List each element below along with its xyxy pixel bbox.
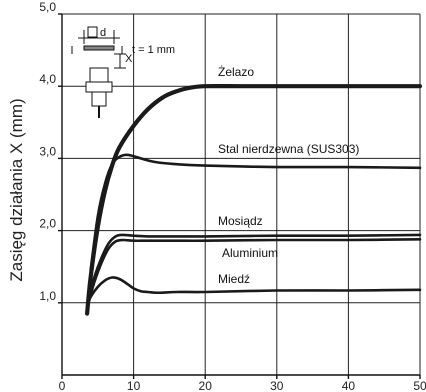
series-line-3	[87, 233, 422, 301]
x-tick-label: 30	[270, 379, 284, 392]
sensor-head	[89, 67, 109, 83]
x-tick-label: 0	[59, 379, 66, 392]
series-line-5	[85, 276, 422, 308]
x-tick-label: 20	[199, 379, 213, 392]
target-square-icon	[87, 26, 98, 38]
target-plate	[83, 45, 115, 51]
label-stal: Stal nierdzewna (SUS303)	[218, 142, 359, 156]
y-tick-label: 5,0	[39, 0, 56, 14]
y-tick-label: 2,0	[39, 217, 56, 231]
label-zelazo: Żelazo	[218, 65, 254, 79]
series-line-4	[87, 238, 422, 305]
x-tick-label: 40	[342, 379, 356, 392]
sensor-nut	[85, 81, 113, 93]
inset-label-t: t = 1 mm	[132, 44, 175, 56]
series-line-2	[89, 153, 422, 272]
curves	[85, 84, 423, 316]
axes	[58, 13, 421, 379]
x-tick-label: 10	[127, 379, 141, 392]
label-mosiadz: Mosiądz	[218, 214, 263, 228]
y-axis-label: Zasięg działania X (mm)	[7, 98, 26, 281]
label-miedz: Miedź	[218, 272, 250, 286]
inset-label-x: X	[125, 53, 133, 65]
y-tick-label: 3,0	[39, 144, 56, 158]
sensor-body	[91, 91, 107, 107]
y-tick-label: 4,0	[39, 72, 56, 86]
x-tick-label: 50	[413, 379, 426, 392]
inset-label-d: d	[100, 27, 106, 39]
tick-labels: 1,0 2,0 3,0 4,0 5,0 0 10 20 30 40 50	[39, 0, 426, 392]
sensor-diagram	[71, 26, 126, 118]
y-tick-label: 1,0	[39, 289, 56, 303]
series-line-1	[85, 84, 423, 316]
label-aluminium: Aluminium	[222, 246, 278, 260]
